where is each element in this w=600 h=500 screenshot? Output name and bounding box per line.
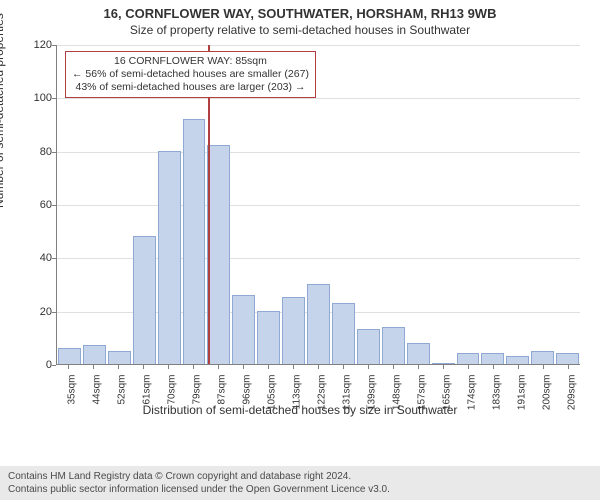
xtick-mark — [218, 365, 219, 369]
footer-line1: Contains HM Land Registry data © Crown c… — [8, 470, 592, 483]
footer-line2: Contains public sector information licen… — [8, 483, 592, 496]
xtick-mark — [93, 365, 94, 369]
bar — [158, 151, 181, 364]
x-axis-label: Distribution of semi-detached houses by … — [0, 403, 600, 417]
bar — [332, 303, 355, 364]
xtick-mark — [418, 365, 419, 369]
bar — [357, 329, 380, 364]
xtick-mark — [393, 365, 394, 369]
bar — [183, 119, 206, 364]
ytick-label: 40 — [30, 252, 52, 264]
footer: Contains HM Land Registry data © Crown c… — [0, 466, 600, 500]
bar — [257, 311, 280, 364]
bar — [407, 343, 430, 364]
bar — [506, 356, 529, 364]
xtick-mark — [368, 365, 369, 369]
xtick-mark — [318, 365, 319, 369]
ytick-label: 60 — [30, 199, 52, 211]
bar — [382, 327, 405, 364]
bar — [58, 348, 81, 364]
bar — [481, 353, 504, 364]
ytick-mark — [52, 98, 56, 99]
bar — [531, 351, 554, 364]
bar — [232, 295, 255, 364]
ytick-mark — [52, 258, 56, 259]
plot-area: 16 CORNFLOWER WAY: 85sqm ← 56% of semi-d… — [56, 45, 580, 365]
xtick-mark — [443, 365, 444, 369]
xtick-mark — [468, 365, 469, 369]
annotation-line3: 43% of semi-detached houses are larger (… — [72, 81, 309, 94]
xtick-mark — [568, 365, 569, 369]
ytick-label: 80 — [30, 146, 52, 158]
bar — [556, 353, 579, 364]
ytick-mark — [52, 312, 56, 313]
bar — [432, 363, 455, 364]
ytick-mark — [52, 205, 56, 206]
xtick-mark — [543, 365, 544, 369]
annotation-line2: ← 56% of semi-detached houses are smalle… — [72, 68, 309, 81]
bar — [307, 284, 330, 364]
bar — [83, 345, 106, 364]
ytick-label: 120 — [30, 39, 52, 51]
xtick-mark — [343, 365, 344, 369]
xtick-mark — [293, 365, 294, 369]
chart-title-main: 16, CORNFLOWER WAY, SOUTHWATER, HORSHAM,… — [0, 0, 600, 21]
y-axis-label: Number of semi-detached properties — [0, 13, 6, 208]
xtick-mark — [118, 365, 119, 369]
xtick-mark — [68, 365, 69, 369]
ytick-label: 100 — [30, 92, 52, 104]
xtick-mark — [168, 365, 169, 369]
xtick-mark — [493, 365, 494, 369]
bar — [207, 145, 230, 364]
ytick-label: 0 — [30, 359, 52, 371]
bar — [133, 236, 156, 364]
xtick-mark — [268, 365, 269, 369]
xtick-mark — [518, 365, 519, 369]
annotation-box: 16 CORNFLOWER WAY: 85sqm ← 56% of semi-d… — [65, 51, 316, 98]
ytick-mark — [52, 45, 56, 46]
ytick-mark — [52, 152, 56, 153]
ytick-label: 20 — [30, 306, 52, 318]
xtick-mark — [193, 365, 194, 369]
annotation-line1: 16 CORNFLOWER WAY: 85sqm — [72, 55, 309, 68]
xtick-mark — [243, 365, 244, 369]
chart-container: Number of semi-detached properties 16 CO… — [0, 41, 600, 421]
ytick-mark — [52, 365, 56, 366]
chart-title-sub: Size of property relative to semi-detach… — [0, 21, 600, 41]
bar — [108, 351, 131, 364]
bar — [457, 353, 480, 364]
xtick-mark — [143, 365, 144, 369]
bar — [282, 297, 305, 364]
